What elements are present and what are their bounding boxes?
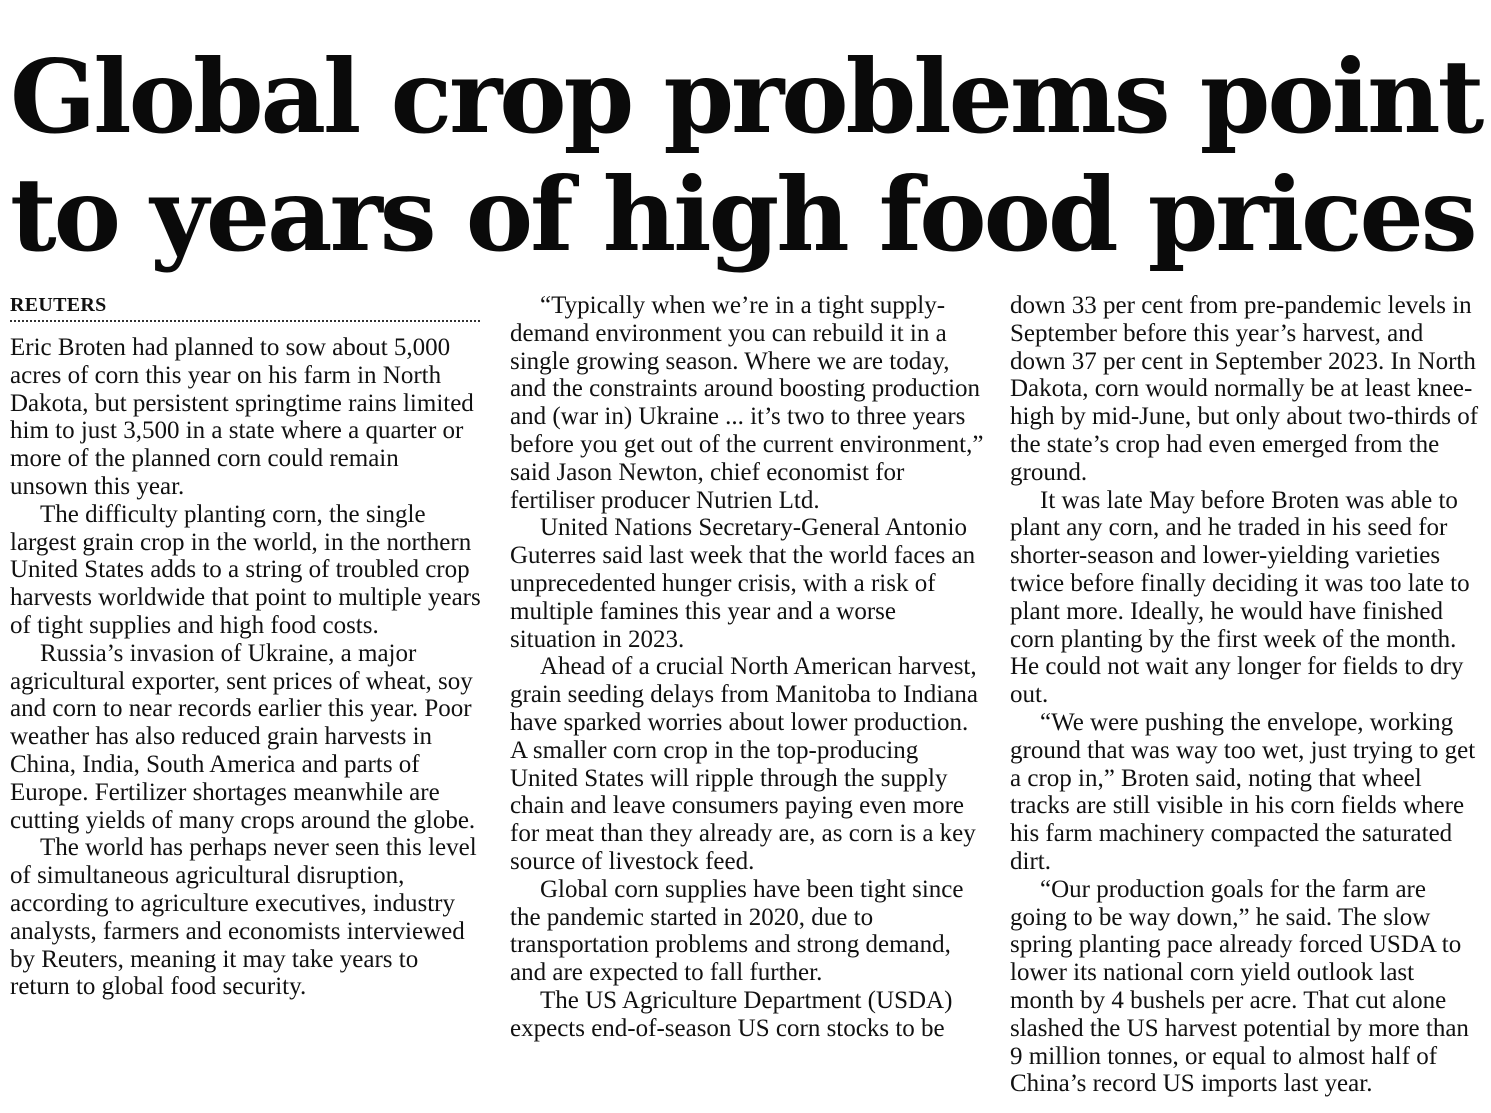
paragraph: Global corn supplies have been tight sin… — [510, 875, 964, 987]
paragraph: “Our production goals for the farm are g… — [1010, 875, 1469, 1098]
paragraph: The world has perhaps never seen this le… — [10, 834, 477, 1001]
paragraph: The US Agriculture Department (USDA) exp… — [510, 986, 953, 1042]
byline: REUTERS — [10, 292, 480, 322]
paragraph: United Nations Secretary-General Antonio… — [510, 514, 976, 653]
paragraph: It was late May before Broten was able t… — [1010, 486, 1470, 709]
paragraph-continuation: down 33 per cent from pre-pandemic level… — [1010, 292, 1479, 486]
paragraph: “Typically when we’re in a tight supply-… — [510, 292, 984, 514]
headline-line-1: Global crop problems point — [10, 37, 1484, 156]
paragraph: Eric Broten had planned to sow about 5,0… — [10, 334, 474, 500]
paragraph: Ahead of a crucial North American harves… — [510, 653, 978, 875]
headline-line-2: to years of high food prices — [10, 155, 1478, 274]
article-column-2: “Typically when we’re in a tight supply-… — [510, 292, 986, 1043]
paragraph: Russia’s invasion of Ukraine, a major ag… — [10, 639, 476, 834]
article-column-3: down 33 per cent from pre-pandemic level… — [1010, 292, 1480, 1098]
paragraph: The difficulty planting corn, the single… — [10, 500, 481, 639]
paragraph: “We were pushing the envelope, working g… — [1010, 708, 1476, 875]
article-column-1: REUTERS Eric Broten had planned to sow a… — [10, 292, 482, 1001]
headline: Global crop problems point to years of h… — [10, 38, 1485, 274]
